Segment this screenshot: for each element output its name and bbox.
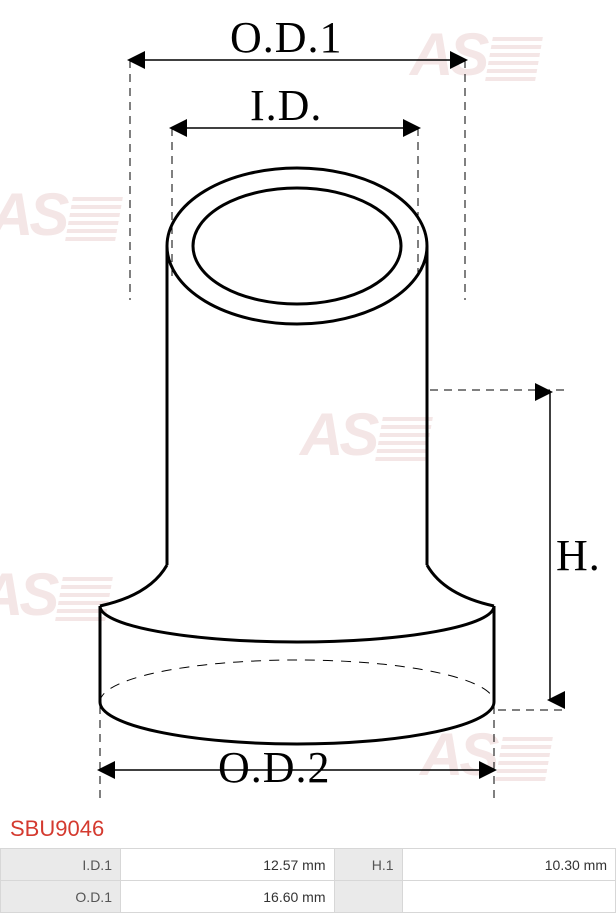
spec-key: O.D.1 xyxy=(1,881,121,913)
label-od1: O.D.1 xyxy=(230,12,343,63)
table-row: I.D.1 12.57 mm H.1 10.30 mm xyxy=(1,849,616,881)
table-row: O.D.1 16.60 mm xyxy=(1,881,616,913)
spec-value: 16.60 mm xyxy=(121,881,335,913)
spec-key: H.1 xyxy=(334,849,402,881)
spec-key xyxy=(334,881,402,913)
spec-value: 12.57 mm xyxy=(121,849,335,881)
spec-table: I.D.1 12.57 mm H.1 10.30 mm O.D.1 16.60 … xyxy=(0,848,616,913)
spec-value: 10.30 mm xyxy=(402,849,616,881)
label-id: I.D. xyxy=(250,80,322,131)
label-od2: O.D.2 xyxy=(218,742,331,793)
spec-value xyxy=(402,881,616,913)
spec-key: I.D.1 xyxy=(1,849,121,881)
label-h: H. xyxy=(556,530,601,581)
part-number: SBU9046 xyxy=(0,812,616,848)
technical-diagram: AS AS AS AS AS xyxy=(0,0,616,812)
